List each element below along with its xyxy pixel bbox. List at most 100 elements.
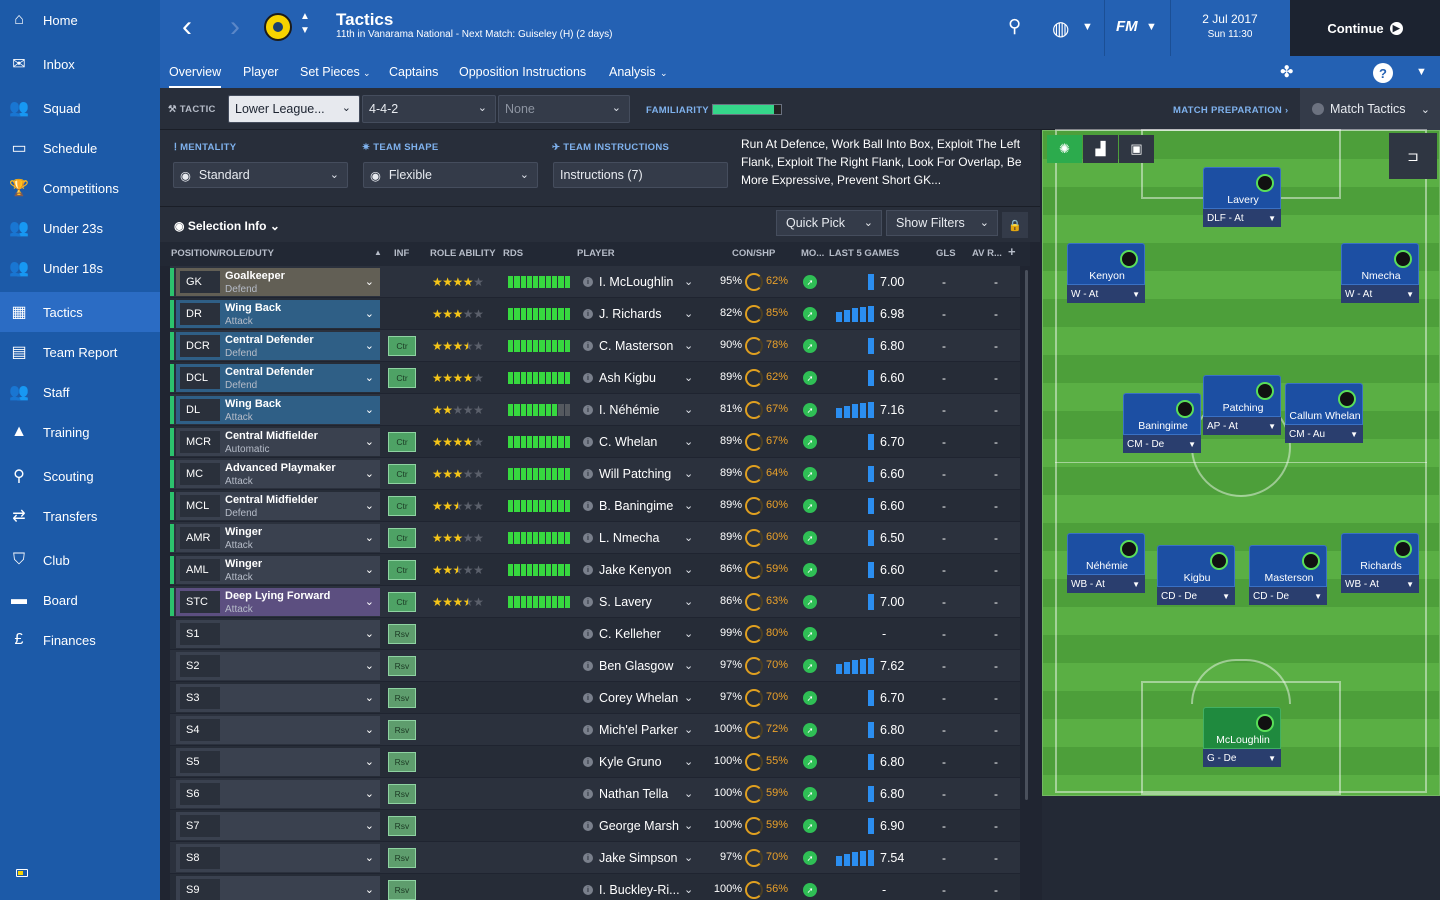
sidebar-item-club[interactable]: ⛉ Club <box>0 540 160 580</box>
card-role-select[interactable]: WB - At ▼ <box>1067 575 1145 593</box>
team-switch-icon[interactable]: ▲ ▼ <box>300 11 310 36</box>
info-icon[interactable]: i <box>583 597 593 607</box>
sidebar-item-training[interactable]: ▲ Training <box>0 412 160 452</box>
selection-tag[interactable]: Rsv <box>388 848 416 868</box>
analysis-chevron-icon[interactable]: ⌄ <box>660 68 668 78</box>
position-selector[interactable]: S4 ⌄ <box>176 716 380 744</box>
info-icon[interactable]: i <box>583 693 593 703</box>
chevron-down-icon[interactable]: ▼ <box>1082 21 1093 33</box>
add-column-icon[interactable]: + <box>1008 244 1016 259</box>
card-role-select[interactable]: AP - At ▼ <box>1203 417 1281 435</box>
table-row[interactable]: MCL Central Midfielder Defend ⌄ Ctr ★★★★★ i… <box>170 490 1020 522</box>
card-role-select[interactable]: CM - Au ▼ <box>1285 425 1363 443</box>
selection-info-toggle[interactable]: ◉ Selection Info ⌄ <box>174 219 280 233</box>
player-name[interactable]: S. Lavery <box>599 595 652 609</box>
tactic-select[interactable]: Lower League... ⌄ <box>228 95 360 123</box>
chevron-down-icon[interactable]: ⌄ <box>684 468 694 480</box>
team-instructions-button[interactable]: Instructions (7) <box>553 162 728 188</box>
position-selector[interactable]: GK Goalkeeper Defend ⌄ <box>176 268 380 296</box>
player-name[interactable]: C. Masterson <box>599 339 674 353</box>
card-role-select[interactable]: CM - De ▼ <box>1123 435 1201 453</box>
selection-tag[interactable]: Ctr <box>388 432 416 452</box>
selection-tag[interactable]: Rsv <box>388 752 416 772</box>
player-name[interactable]: I. McLoughlin <box>599 275 674 289</box>
chevron-down-icon[interactable]: ⌄ <box>684 852 694 864</box>
selection-tag[interactable]: Ctr <box>388 336 416 356</box>
position-selector[interactable]: S7 ⌄ <box>176 812 380 840</box>
position-selector[interactable]: STC Deep Lying Forward Attack ⌄ <box>176 588 380 616</box>
team-icon[interactable]: ✤ <box>1280 64 1294 81</box>
card-body[interactable]: Nmecha <box>1341 243 1419 285</box>
col-last5[interactable]: LAST 5 GAMES <box>829 248 900 259</box>
pitch-player-card[interactable]: Néhémie WB - At ▼ <box>1067 533 1145 595</box>
search-icon[interactable]: ⚲ <box>1008 16 1022 36</box>
chevron-down-icon[interactable]: ⌄ <box>684 372 694 384</box>
table-row[interactable]: DCL Central Defender Defend ⌄ Ctr ★★★★★ i A… <box>170 362 1020 394</box>
player-name[interactable]: B. Baningime <box>599 499 674 513</box>
card-role-select[interactable]: G - De ▼ <box>1203 749 1281 767</box>
chevron-down-icon[interactable]: ⌄ <box>684 884 694 896</box>
pitch-player-card[interactable]: Masterson CD - De ▼ <box>1249 545 1327 607</box>
position-selector[interactable]: S2 ⌄ <box>176 652 380 680</box>
card-body[interactable]: McLoughlin <box>1203 707 1281 749</box>
secondary-tactic-select[interactable]: None ⌄ <box>498 95 630 123</box>
sort-asc-icon[interactable]: ▲ <box>374 248 382 257</box>
pitch-player-card[interactable]: Kenyon W - At ▼ <box>1067 243 1145 305</box>
forward-arrow-icon[interactable]: › <box>230 10 240 43</box>
selection-tag[interactable]: Ctr <box>388 464 416 484</box>
player-name[interactable]: Jake Simpson <box>599 851 678 865</box>
card-body[interactable]: Callum Whelan <box>1285 383 1363 425</box>
info-icon[interactable]: i <box>583 661 593 671</box>
chevron-down-icon[interactable]: ⌄ <box>684 436 694 448</box>
sidebar-item-competitions[interactable]: 🏆 Competitions <box>0 168 160 208</box>
info-icon[interactable]: i <box>583 725 593 735</box>
card-body[interactable]: Kigbu <box>1157 545 1235 587</box>
col-avg-rating[interactable]: AV R... <box>972 248 1002 259</box>
table-row[interactable]: S2 ⌄ Rsv i Ben Glasgow ⌄ 97% 70% ➚ 7.62 - - <box>170 650 1020 682</box>
chevron-down-icon[interactable]: ⌄ <box>684 404 694 416</box>
table-row[interactable]: S8 ⌄ Rsv i Jake Simpson ⌄ 97% 70% ➚ 7.54 - … <box>170 842 1020 874</box>
sidebar-item-inbox[interactable]: ✉ Inbox <box>0 44 160 84</box>
pitch-player-card[interactable]: Baningime CM - De ▼ <box>1123 393 1201 455</box>
table-row[interactable]: S5 ⌄ Rsv i Kyle Gruno ⌄ 100% 55% ➚ 6.80 - - <box>170 746 1020 778</box>
col-player[interactable]: PLAYER <box>577 248 615 259</box>
game-date[interactable]: 2 Jul 2017 Sun 11:30 <box>1190 12 1270 40</box>
table-row[interactable]: S6 ⌄ Rsv i Nathan Tella ⌄ 100% 59% ➚ 6.80 -… <box>170 778 1020 810</box>
info-icon[interactable]: i <box>583 469 593 479</box>
formation-select[interactable]: 4-4-2 ⌄ <box>362 95 496 123</box>
sidebar-item-tactics[interactable]: ▦ Tactics <box>0 292 160 332</box>
position-selector[interactable]: MCR Central Midfielder Automatic ⌄ <box>176 428 380 456</box>
pitch-player-card[interactable]: McLoughlin G - De ▼ <box>1203 707 1281 769</box>
table-row[interactable]: AMR Winger Attack ⌄ Ctr ★★★★★ i L. Nmecha ⌄… <box>170 522 1020 554</box>
selection-tag[interactable]: Rsv <box>388 720 416 740</box>
table-row[interactable]: MC Advanced Playmaker Attack ⌄ Ctr ★★★★★ i … <box>170 458 1020 490</box>
sidebar-item-staff[interactable]: 👥 Staff <box>0 372 160 412</box>
chevron-down-icon[interactable]: ⌄ <box>684 692 694 704</box>
table-row[interactable]: DR Wing Back Attack ⌄ ★★★★★ i J. Richards … <box>170 298 1020 330</box>
sidebar-item-team-report[interactable]: ▤ Team Report <box>0 332 160 372</box>
club-crest-icon[interactable] <box>264 13 292 41</box>
collapse-panel-icon[interactable]: ⊐ <box>1389 133 1437 179</box>
player-name[interactable]: Kyle Gruno <box>599 755 662 769</box>
chevron-down-icon[interactable]: ⌄ <box>684 500 694 512</box>
sidebar-item-schedule[interactable]: ▭ Schedule <box>0 128 160 168</box>
chevron-down-icon[interactable]: ⌄ <box>684 564 694 576</box>
fm-logo-icon[interactable]: FM <box>1116 18 1138 35</box>
globe-icon[interactable]: ◍ <box>1052 18 1070 40</box>
team-shape-select[interactable]: ◉ Flexible ⌄ <box>363 162 538 188</box>
player-name[interactable]: J. Richards <box>599 307 662 321</box>
sidebar-item-finances[interactable]: £ Finances <box>0 620 160 660</box>
pitch-player-card[interactable]: Patching AP - At ▼ <box>1203 375 1281 437</box>
selection-tag[interactable]: Rsv <box>388 624 416 644</box>
position-selector[interactable]: DL Wing Back Attack ⌄ <box>176 396 380 424</box>
position-selector[interactable]: AMR Winger Attack ⌄ <box>176 524 380 552</box>
table-row[interactable]: S1 ⌄ Rsv i C. Kelleher ⌄ 99% 80% ➚ - - - <box>170 618 1020 650</box>
chevron-down-icon[interactable]: ⌄ <box>684 756 694 768</box>
position-selector[interactable]: DCR Central Defender Defend ⌄ <box>176 332 380 360</box>
card-role-select[interactable]: W - At ▼ <box>1067 285 1145 303</box>
table-row[interactable]: S3 ⌄ Rsv i Corey Whelan ⌄ 97% 70% ➚ 6.70 - … <box>170 682 1020 714</box>
player-name[interactable]: I. Néhémie <box>599 403 660 417</box>
pitch-view-tool[interactable]: ✺ <box>1047 135 1082 163</box>
card-body[interactable]: Kenyon <box>1067 243 1145 285</box>
selection-tag[interactable]: Ctr <box>388 496 416 516</box>
